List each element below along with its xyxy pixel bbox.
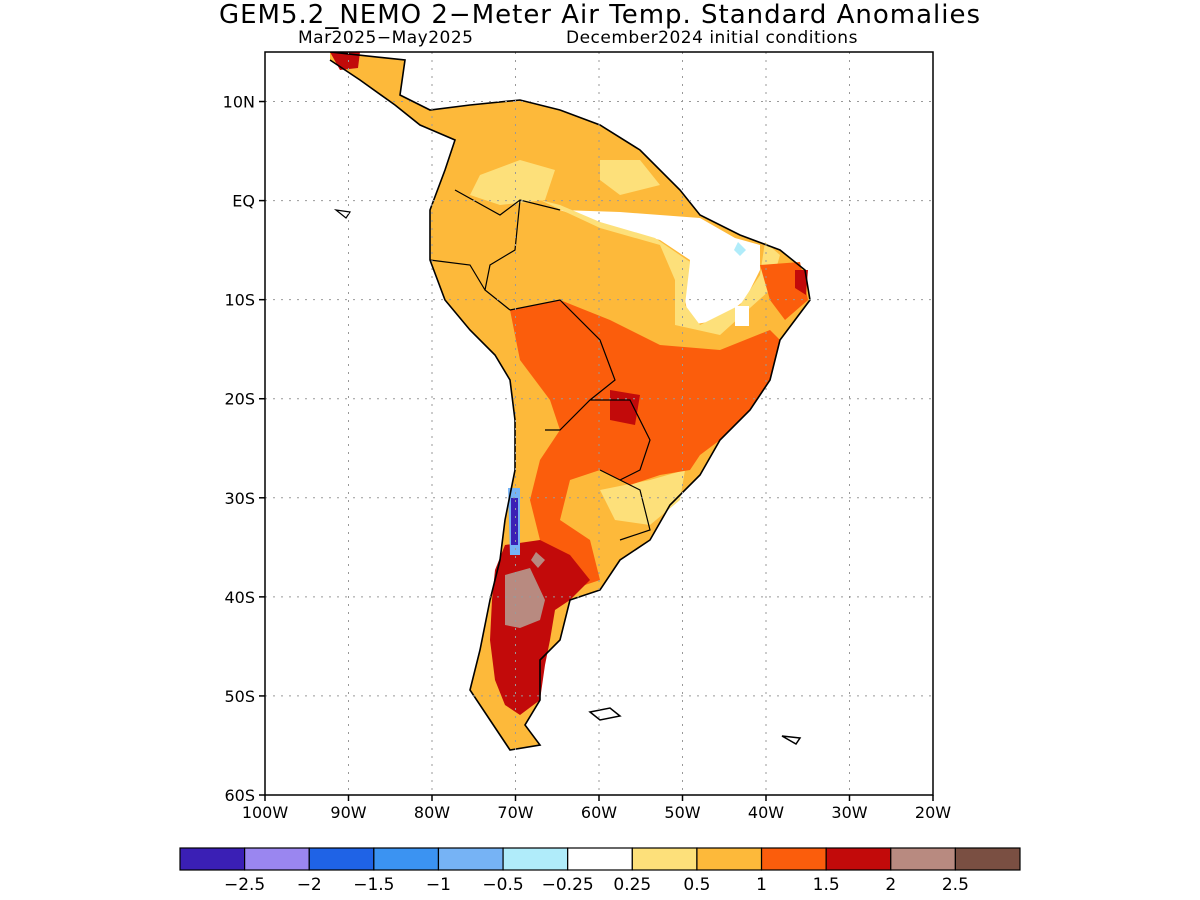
- red-chaco: [610, 390, 640, 425]
- neutral-north-brazil: [560, 210, 760, 325]
- south-georgia: [781, 735, 802, 745]
- lat-tick-label: EQ: [232, 192, 255, 211]
- cold-andes-core: [511, 498, 518, 545]
- galapagos: [333, 209, 352, 219]
- colorbar-swatch: [825, 847, 892, 871]
- colorbar-swatch: [373, 847, 440, 871]
- lat-tick-label: 10S: [224, 291, 255, 310]
- coastline: [329, 52, 811, 751]
- colorbar-label: 1: [756, 875, 767, 895]
- lat-tick-label: 60S: [224, 786, 255, 805]
- cold-spot-brazil: [734, 242, 746, 256]
- colorbar-swatch: [954, 847, 1021, 871]
- colorbar-label: −0.25: [542, 875, 594, 895]
- forecast-period: Mar2025−May2025: [298, 28, 474, 48]
- lon-tick-label: 90W: [330, 803, 366, 822]
- colorbar-label: −2.5: [224, 875, 265, 895]
- anomaly-fields: [329, 52, 811, 751]
- colorbar-label: 0.5: [683, 875, 710, 895]
- colorbar: −2.5 −2 −1.5 −1 −0.5 −0.25 0.25 0.5 1 1.5 2 2.5: [179, 847, 1021, 895]
- darkorange-central: [510, 300, 780, 590]
- brown-small: [531, 552, 545, 568]
- lon-tick-label: 20W: [915, 803, 951, 822]
- colorbar-label: −2: [297, 875, 322, 895]
- yellow-venezuela: [470, 160, 555, 205]
- colorbar-label: 2.5: [942, 875, 969, 895]
- colorbar-swatch: [437, 847, 504, 871]
- colorbar-swatch: [890, 847, 956, 871]
- colorbar-swatch: [567, 847, 633, 871]
- red-ne-tip: [795, 270, 808, 295]
- colorbar-label: 1.5: [813, 875, 840, 895]
- initial-conditions: December2024 initial conditions: [566, 28, 858, 48]
- lat-tick-label: 30S: [224, 489, 255, 508]
- lat-tick-label: 40S: [224, 588, 255, 607]
- colorbar-label: 2: [885, 875, 896, 895]
- lon-tick-label: 50W: [664, 803, 700, 822]
- longitude-axis: 100W 90W 80W 70W 60W 50W 40W 30W 20W: [242, 795, 951, 822]
- colorbar-swatch: [631, 847, 698, 871]
- lon-tick-label: 30W: [831, 803, 867, 822]
- colorbar-swatch: [696, 847, 763, 871]
- lon-tick-label: 40W: [748, 803, 784, 822]
- lat-tick-label: 10N: [223, 93, 255, 112]
- lon-tick-label: 100W: [242, 803, 289, 822]
- colorbar-label: −1: [426, 875, 451, 895]
- colorbar-label: −1.5: [353, 875, 394, 895]
- yellow-guianas: [600, 160, 660, 195]
- lon-tick-label: 80W: [414, 803, 450, 822]
- lon-tick-label: 70W: [497, 803, 533, 822]
- colorbar-swatch: [179, 847, 246, 871]
- colorbar-swatch: [502, 847, 569, 871]
- lon-tick-label: 60W: [581, 803, 617, 822]
- latitude-axis: 10N EQ 10S 20S 30S 40S 50S 60S: [223, 93, 265, 805]
- colorbar-swatch: [308, 847, 375, 871]
- colorbar-label: −0.5: [482, 875, 523, 895]
- neutral-spot: [735, 306, 749, 326]
- lat-tick-label: 50S: [224, 687, 255, 706]
- colorbar-swatch: [244, 847, 310, 871]
- colorbar-swatch: [760, 847, 827, 871]
- figure-title: GEM5.2_NEMO 2−Meter Air Temp. Standard A…: [218, 0, 982, 30]
- country-borders: [429, 189, 651, 541]
- falkland-islands: [588, 707, 622, 721]
- lat-tick-label: 20S: [224, 390, 255, 409]
- colorbar-label: 0.25: [613, 875, 651, 895]
